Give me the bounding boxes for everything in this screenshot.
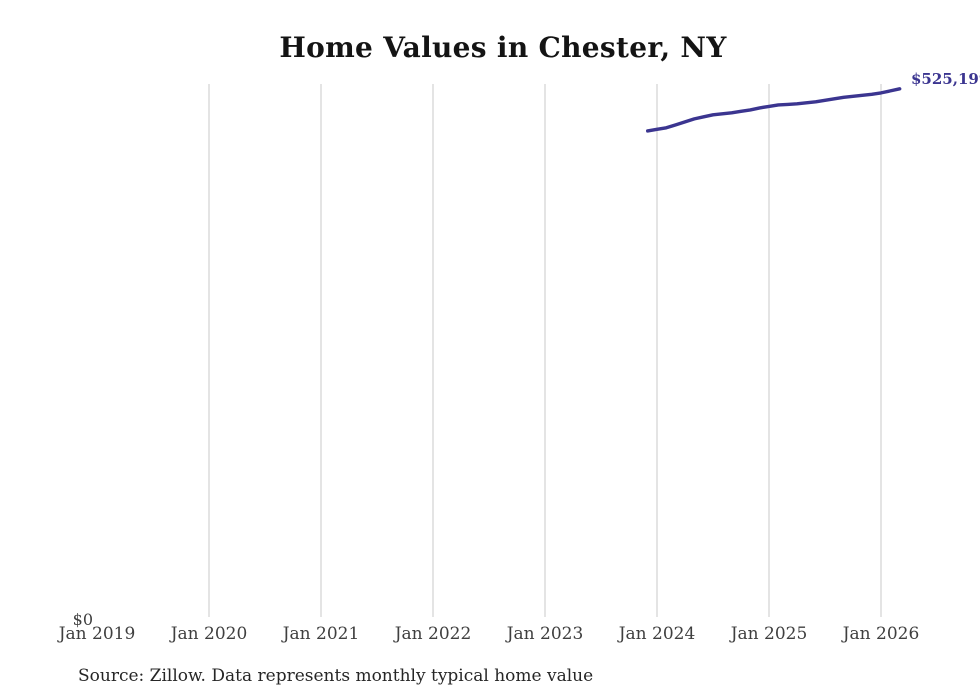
x-axis-tick-label: Jan 2019 <box>58 624 136 644</box>
x-axis-tick-label: Jan 2021 <box>282 624 360 644</box>
chart-title: Home Values in Chester, NY <box>279 31 727 64</box>
x-axis-tick-label: Jan 2022 <box>394 624 472 644</box>
x-axis-tick-label: Jan 2020 <box>170 624 248 644</box>
source-note: Source: Zillow. Data represents monthly … <box>78 666 594 686</box>
x-axis-tick-label: Jan 2024 <box>618 624 696 644</box>
line-end-value-label: $525,199 <box>911 70 980 88</box>
chart-line <box>646 87 902 133</box>
x-axis-tick-label: Jan 2025 <box>730 624 808 644</box>
x-axis-tick-label: Jan 2023 <box>506 624 584 644</box>
x-axis-tick-label: Jan 2026 <box>842 624 920 644</box>
y-axis-zero-label: $0 <box>72 610 93 629</box>
